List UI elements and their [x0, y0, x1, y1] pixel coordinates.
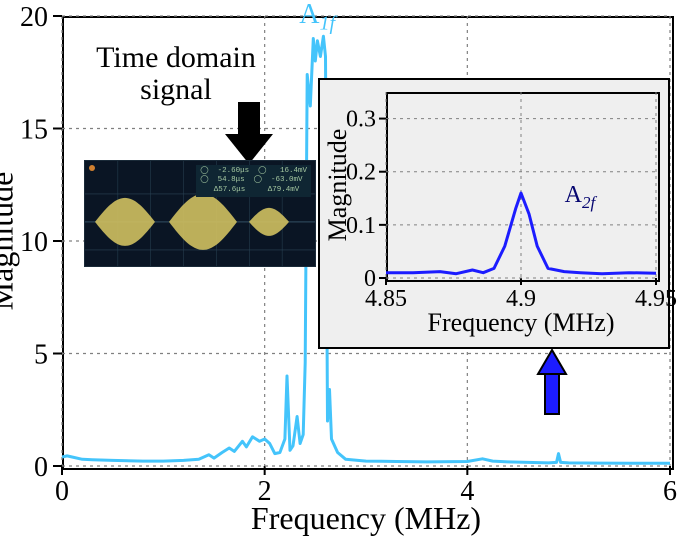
- inset-arrow: [0, 0, 685, 536]
